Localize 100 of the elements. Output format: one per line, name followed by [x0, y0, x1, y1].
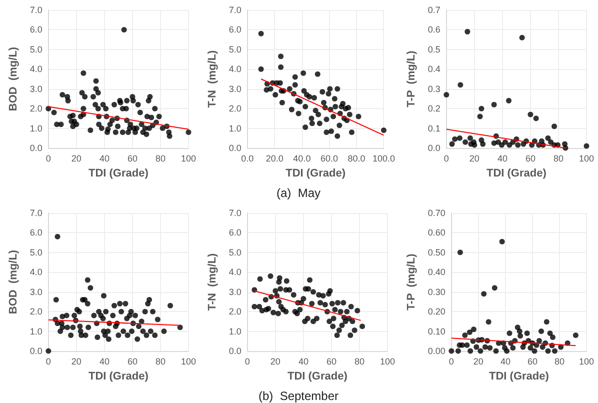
point	[470, 326, 476, 332]
point	[524, 330, 530, 336]
point	[492, 285, 498, 291]
y-tick-label: 3.0	[30, 84, 42, 94]
y-tick-label: 3.0	[228, 84, 242, 94]
x-tick-label: 80	[155, 154, 166, 164]
point	[552, 124, 558, 130]
x-tick-label: 60	[127, 154, 138, 164]
x-tick-label: 80	[553, 154, 564, 164]
point	[533, 116, 539, 122]
y-tick-label: 0.0	[30, 143, 42, 153]
point	[477, 114, 483, 120]
point	[449, 141, 455, 147]
point	[538, 328, 544, 334]
y-axis-title: BOD (mg/L)	[8, 250, 20, 314]
point	[457, 250, 463, 256]
y-axis-title: BOD (mg/L)	[8, 46, 20, 112]
point	[462, 332, 468, 338]
x-tick-label: 100	[380, 356, 396, 366]
y-tick-label: 0.30	[428, 286, 446, 297]
y-tick-label: 0.70	[428, 208, 446, 218]
y-tick-label: 4.0	[30, 267, 42, 278]
y-tick-label: 5.0	[30, 44, 42, 54]
y-tick-label: 0.6	[428, 24, 440, 35]
y-tick-label: 0.0	[428, 143, 440, 153]
y-tick-label: 7.0	[228, 5, 242, 15]
y-tick-label: 0.60	[428, 228, 446, 238]
y-tick-label: 0.0	[228, 346, 242, 356]
x-tick-label: 100	[180, 356, 196, 366]
text: (b) September	[258, 389, 339, 403]
y-tick-label: 2.0	[228, 104, 242, 114]
x-tick-label: 60	[525, 154, 536, 164]
point	[495, 139, 501, 145]
y-tick-label: 0.2	[428, 104, 440, 114]
x-axis-title: TDI (Grade)	[489, 370, 550, 382]
point	[548, 139, 554, 145]
point	[464, 28, 470, 34]
x-tick-label: 100	[578, 154, 594, 164]
point	[493, 348, 499, 354]
x-tick-label: 40.0	[293, 154, 311, 164]
point	[456, 135, 462, 141]
point	[444, 92, 450, 98]
x-axis-title: TDI (Grade)	[88, 370, 149, 382]
point	[474, 344, 480, 350]
y-axis-title: T-P (mg/L)	[406, 50, 418, 108]
y-tick-label: 0.0	[30, 346, 42, 356]
x-tick-label: 40	[298, 356, 308, 366]
x-tick-label: 20	[469, 154, 480, 164]
point	[532, 348, 538, 354]
point	[478, 348, 484, 354]
x-tick-label: 0	[46, 356, 51, 366]
x-tick-label: 0.0	[241, 154, 254, 164]
point	[478, 106, 484, 112]
text: (a) May	[276, 186, 321, 200]
y-tick-label: 0.0	[228, 143, 242, 153]
point	[550, 334, 556, 340]
y-tick-label: 4.0	[228, 64, 242, 74]
point	[448, 348, 454, 354]
y-tick-label: 1.0	[30, 326, 42, 336]
point	[452, 136, 458, 142]
point	[499, 142, 504, 148]
x-tick-label: 0	[46, 154, 51, 164]
x-tick-label: 20	[71, 154, 82, 164]
point	[545, 135, 551, 141]
x-axis-title: TDI (Grade)	[288, 370, 348, 382]
y-tick-label: 2.0	[30, 104, 42, 114]
x-tick-label: 0	[244, 356, 250, 366]
y-tick-label: 1.0	[30, 123, 42, 134]
x-tick-label: 0	[448, 356, 454, 366]
y-tick-label: 2.0	[30, 306, 42, 317]
y-tick-label: 0.7	[428, 5, 440, 15]
x-tick-label: 100	[180, 154, 196, 164]
y-tick-label: 0.3	[428, 84, 440, 94]
y-tick-label: 5.0	[228, 44, 242, 54]
x-tick-label: 40	[500, 356, 510, 366]
y-tick-label: 0.20	[428, 306, 446, 317]
point	[536, 338, 542, 344]
y-tick-label: 0.10	[428, 326, 446, 336]
y-tick-label: 0.40	[428, 267, 446, 278]
x-axis-title: TDI (Grade)	[486, 168, 547, 180]
y-tick-label: 7.0	[30, 208, 42, 218]
x-axis-title: TDI (Grade)	[88, 168, 149, 180]
point	[506, 98, 512, 104]
y-tick-label: 4.0	[30, 64, 42, 74]
point	[572, 332, 578, 338]
point	[464, 342, 470, 348]
point	[528, 345, 534, 351]
x-tick-label: 100.0	[372, 154, 396, 164]
point	[504, 348, 510, 354]
x-tick-label: 60.0	[320, 154, 338, 164]
point	[491, 102, 497, 108]
y-tick-label: 6.0	[228, 228, 242, 238]
point	[547, 330, 553, 336]
point	[458, 82, 464, 88]
x-tick-label: 80	[354, 356, 364, 366]
y-tick-label: 6.0	[228, 24, 242, 35]
x-tick-label: 40	[497, 154, 508, 164]
point	[487, 345, 493, 351]
y-tick-label: 0.4	[428, 64, 440, 74]
y-axis-title: T-N (mg/L)	[206, 50, 218, 108]
